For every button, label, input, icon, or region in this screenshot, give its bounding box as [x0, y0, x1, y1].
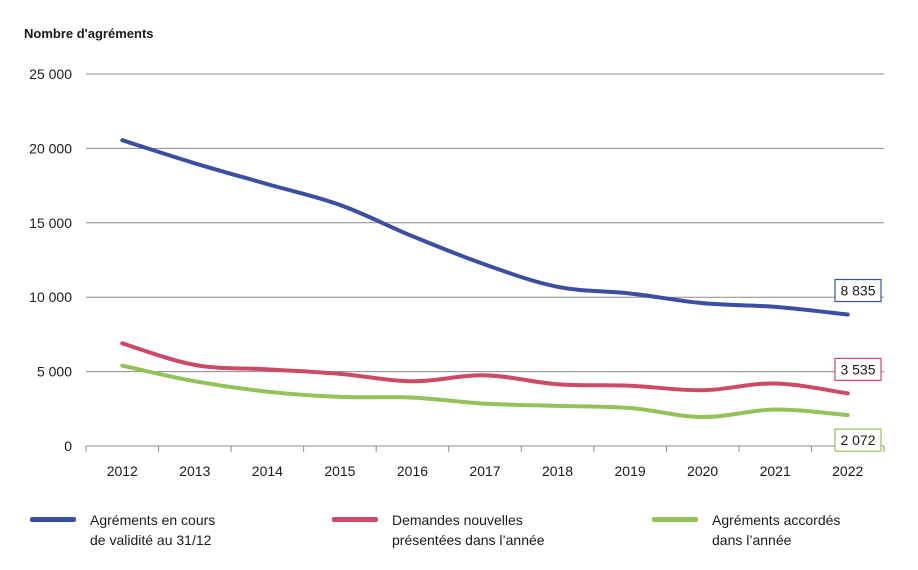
end-value-label: 8 835 [840, 283, 875, 299]
legend: Agréments en cours de validité au 31/12 … [0, 510, 918, 560]
end-value-labels: 8 835 3 535 2 072 [834, 278, 882, 452]
y-tick-label: 0 [64, 438, 72, 454]
series-line-new-requests [120, 341, 850, 396]
series-lines [120, 138, 850, 419]
series-line-granted-approvals [120, 363, 850, 419]
legend-swatch [652, 517, 698, 522]
x-tick-label: 2021 [760, 463, 791, 479]
x-tick-label: 2019 [615, 463, 646, 479]
x-tick-label: 2012 [107, 463, 138, 479]
legend-swatch [30, 517, 76, 522]
x-tick-label: 2017 [469, 463, 500, 479]
gridlines [86, 73, 884, 373]
legend-label: Agréments accordés dans l’année [712, 512, 841, 548]
end-label-box [834, 278, 882, 303]
y-tick-label: 20 000 [29, 140, 72, 156]
x-tick-label: 2015 [324, 463, 355, 479]
x-tick-label: 2016 [397, 463, 428, 479]
x-tick-label: 2014 [252, 463, 283, 479]
end-value-label: 3 535 [840, 361, 875, 377]
y-tick-label: 25 000 [29, 66, 72, 82]
line-chart: Nombre d'agréments 0 5 000 10 000 15 000 20 … [24, 26, 885, 479]
legend-label: Agréments en cours de validité au 31/12 [90, 512, 216, 548]
legend-item-valid-approvals: Agréments en cours de validité au 31/12 [30, 510, 215, 550]
y-tick-label: 5 000 [37, 364, 72, 380]
legend-swatch [332, 517, 378, 522]
legend-item-granted-approvals: Agréments accordés dans l’année [652, 510, 840, 550]
legend-label: Demandes nouvelles présentées dans l’ann… [392, 512, 545, 548]
y-axis-ticks: 0 5 000 10 000 15 000 20 000 25 000 [29, 66, 72, 454]
x-tick-label: 2018 [542, 463, 573, 479]
y-tick-label: 10 000 [29, 289, 72, 305]
x-tick-label: 2020 [687, 463, 718, 479]
y-tick-label: 15 000 [29, 215, 72, 231]
x-axis: 2012 2013 2014 2015 2016 2017 2018 2019 2020 2021… [85, 445, 885, 479]
end-label-box [834, 428, 882, 452]
x-tick-label: 2022 [832, 463, 863, 479]
legend-item-new-requests: Demandes nouvelles présentées dans l’ann… [332, 510, 545, 550]
y-axis-title: Nombre d'agréments [24, 26, 154, 41]
x-tick-label: 2013 [179, 463, 210, 479]
end-value-label: 2 072 [840, 432, 875, 448]
series-line-valid-approvals [120, 138, 850, 317]
end-label-box [834, 357, 882, 381]
